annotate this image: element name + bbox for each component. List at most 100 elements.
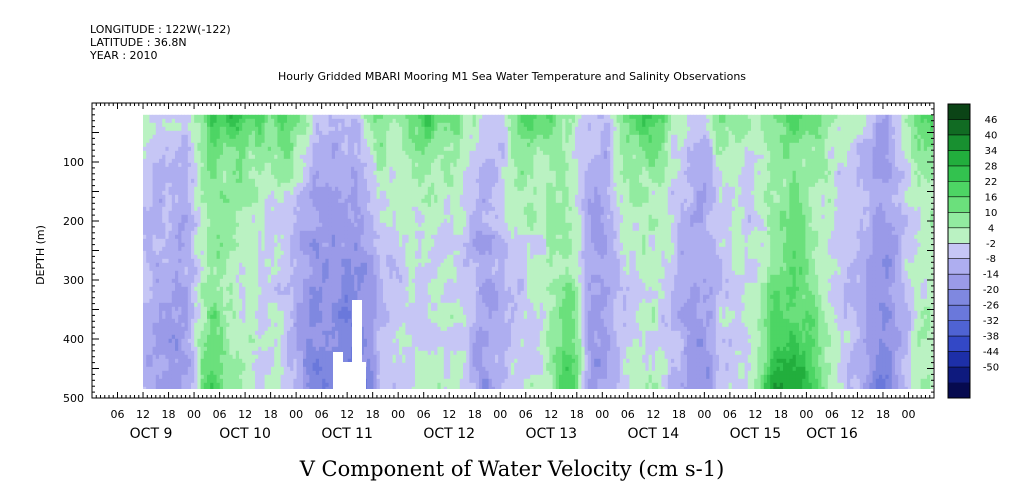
heatmap-cell	[149, 274, 153, 280]
heatmap-cell	[367, 374, 371, 380]
heatmap-cell	[287, 286, 291, 292]
heatmap-cell	[370, 362, 374, 368]
heatmap-cell	[191, 218, 195, 224]
heatmap-cell	[264, 154, 269, 160]
heatmap-cell	[149, 290, 153, 296]
heatmap-cell	[251, 326, 256, 332]
heatmap-cell	[229, 150, 233, 156]
heatmap-cell	[143, 334, 147, 340]
heatmap-cell	[370, 134, 374, 140]
heatmap-cell	[207, 346, 211, 352]
heatmap-cell	[290, 250, 294, 256]
heatmap-cell	[175, 366, 179, 372]
heatmap-cell	[331, 114, 336, 120]
heatmap-cell	[338, 230, 342, 236]
heatmap-cell	[280, 238, 285, 244]
heatmap-cell	[165, 386, 169, 389]
heatmap-cell	[315, 334, 320, 340]
heatmap-cell	[255, 298, 259, 304]
heatmap-cell	[293, 138, 297, 144]
heatmap-cell	[335, 154, 339, 160]
heatmap-cell	[155, 134, 160, 140]
heatmap-cell	[277, 370, 281, 376]
heatmap-cell	[219, 234, 224, 240]
heatmap-cell	[363, 114, 368, 120]
heatmap-cell	[159, 270, 163, 276]
heatmap-cell	[312, 150, 317, 156]
heatmap-cell	[328, 126, 333, 132]
heatmap-cell	[165, 378, 169, 384]
heatmap-cell	[248, 186, 253, 192]
heatmap-cell	[344, 134, 349, 140]
heatmap-cell	[197, 358, 201, 364]
heatmap-cell	[258, 154, 262, 160]
heatmap-cell	[232, 298, 237, 304]
heatmap-cell	[216, 330, 221, 336]
heatmap-cell	[239, 366, 243, 372]
heatmap-cell	[287, 126, 291, 132]
heatmap-cell	[165, 298, 169, 304]
heatmap-cell	[210, 190, 214, 196]
heatmap-cell	[162, 122, 166, 128]
heatmap-cell	[242, 318, 246, 324]
heatmap-cell	[216, 126, 221, 132]
heatmap-cell	[347, 162, 352, 168]
heatmap-cell	[357, 294, 361, 300]
heatmap-cell	[328, 234, 333, 240]
heatmap-cell	[155, 254, 160, 260]
heatmap-cell	[344, 194, 349, 200]
heatmap-cell	[309, 350, 313, 356]
heatmap-cell	[264, 258, 269, 264]
heatmap-cell	[360, 142, 365, 148]
heatmap-cell	[210, 298, 214, 304]
heatmap-cell	[338, 238, 342, 244]
heatmap-cell	[363, 322, 368, 328]
heatmap-cell	[315, 182, 320, 188]
heatmap-cell	[197, 186, 201, 192]
heatmap-cell	[229, 206, 233, 212]
heatmap-cell	[261, 118, 265, 124]
heatmap-cell	[303, 142, 307, 148]
heatmap-cell	[264, 270, 269, 276]
heatmap-cell	[290, 342, 294, 348]
heatmap-cell	[155, 114, 160, 120]
heatmap-cell	[194, 186, 198, 192]
heatmap-cell	[271, 130, 275, 136]
heatmap-cell	[168, 254, 173, 260]
heatmap-cell	[315, 218, 320, 224]
heatmap-cell	[255, 302, 259, 308]
heatmap-cell	[290, 358, 294, 364]
heatmap-cell	[299, 370, 304, 376]
heatmap-cell	[210, 198, 214, 204]
heatmap-cell	[293, 126, 297, 132]
heatmap-cell	[232, 262, 237, 268]
heatmap-cell	[149, 370, 153, 376]
heatmap-cell	[280, 362, 285, 368]
heatmap-cell	[207, 142, 211, 148]
heatmap-cell	[357, 194, 361, 200]
heatmap-cell	[312, 174, 317, 180]
heatmap-cell	[341, 150, 345, 156]
heatmap-cell	[315, 258, 320, 264]
heatmap-cell	[258, 162, 262, 168]
heatmap-cell	[325, 186, 329, 192]
heatmap-cell	[331, 278, 336, 284]
heatmap-cell	[159, 350, 163, 356]
heatmap-cell	[274, 350, 278, 356]
heatmap-cell	[187, 118, 192, 124]
heatmap-cell	[210, 362, 214, 368]
heatmap-cell	[322, 278, 326, 284]
heatmap-cell	[162, 254, 166, 260]
heatmap-cell	[229, 170, 233, 176]
heatmap-cell	[213, 210, 217, 216]
heatmap-cell	[207, 158, 211, 164]
heatmap-cell	[219, 222, 224, 228]
heatmap-cell	[261, 258, 265, 264]
heatmap-cell	[213, 262, 217, 268]
heatmap-cell	[146, 266, 150, 272]
heatmap-cell	[181, 250, 185, 256]
heatmap-cell	[191, 378, 195, 384]
heatmap-cell	[261, 138, 265, 144]
heatmap-cell	[251, 214, 256, 220]
heatmap-cell	[146, 230, 150, 236]
